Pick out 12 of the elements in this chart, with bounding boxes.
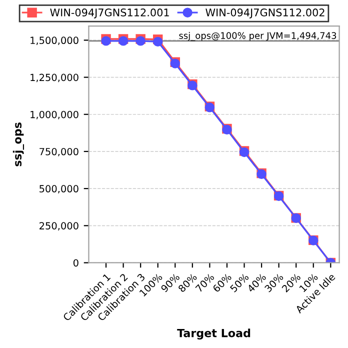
y-tick-label: 0 xyxy=(73,259,78,267)
x-axis-title: Target Load xyxy=(177,328,250,340)
y-tick-label: 1,250,000 xyxy=(30,74,78,82)
y-tick-label: 500,000 xyxy=(40,185,78,194)
y-axis-title: ssj_ops xyxy=(12,122,24,166)
y-tick-label: 1,500,000 xyxy=(30,36,78,46)
ref-line-label: ssj_ops@100% per JVM=1,494,743 xyxy=(179,32,336,41)
legend-label: WIN-094J7GNS112.001 xyxy=(50,8,169,18)
y-tick-label: 250,000 xyxy=(40,222,78,230)
y-tick-label: 750,000 xyxy=(40,148,78,156)
legend-label: WIN-094J7GNS112.002 xyxy=(206,8,324,18)
y-tick-label: 1,000,000 xyxy=(30,110,78,120)
